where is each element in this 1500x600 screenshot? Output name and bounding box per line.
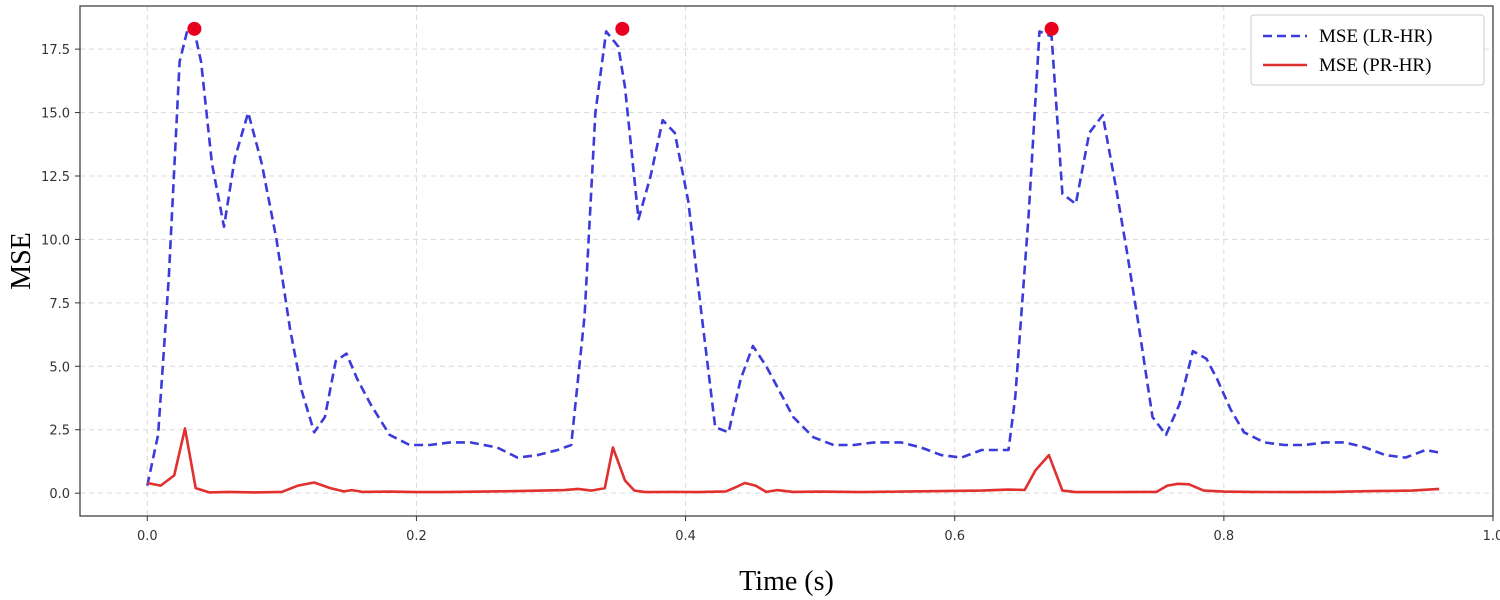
y-tick-label-6: 15.0: [41, 107, 70, 122]
series-line-mse-lr-hr: [146, 27, 1440, 486]
y-tick-label-3: 7.5: [49, 297, 70, 312]
y-tick-label-0: 0.0: [49, 487, 70, 502]
plot-frame: [79, 5, 1494, 517]
y-tick-label-2: 5.0: [49, 360, 70, 375]
x-tick-label-0: 0.0: [137, 529, 158, 544]
x-axis-title: Time (s): [739, 566, 834, 597]
legend-label-lr-hr: MSE (LR-HR): [1319, 26, 1432, 47]
y-tick-label-7: 17.5: [41, 43, 70, 58]
tick-layer: 0.0 0.2 0.4 0.6 0.8 1.0 0.0 2.5 5.0 7.5 10.0 12.5 15…: [41, 43, 1500, 544]
x-tick-label-5: 1.0: [1483, 529, 1500, 544]
legend-label-pr-hr: MSE (PR-HR): [1319, 55, 1431, 76]
x-tick-label-4: 0.8: [1214, 529, 1235, 544]
series-line-mse-pr-hr: [147, 427, 1440, 494]
peak-marker-layer: [187, 21, 1059, 36]
y-tick-label-5: 12.5: [41, 170, 70, 185]
x-tick-label-1: 0.2: [406, 529, 427, 544]
series-layer: [146, 27, 1440, 494]
x-tick-label-2: 0.4: [675, 529, 696, 544]
legend: MSE (LR-HR) MSE (PR-HR): [1250, 14, 1485, 86]
peak-marker-2: [1044, 21, 1059, 36]
y-tick-label-4: 10.0: [41, 233, 70, 248]
legend-box: [1250, 14, 1485, 86]
x-tick-label-3: 0.6: [944, 529, 965, 544]
peak-marker-0: [187, 21, 202, 36]
peak-marker-1: [615, 21, 630, 36]
y-tick-label-1: 2.5: [49, 424, 70, 439]
y-axis-title: MSE: [6, 232, 37, 290]
